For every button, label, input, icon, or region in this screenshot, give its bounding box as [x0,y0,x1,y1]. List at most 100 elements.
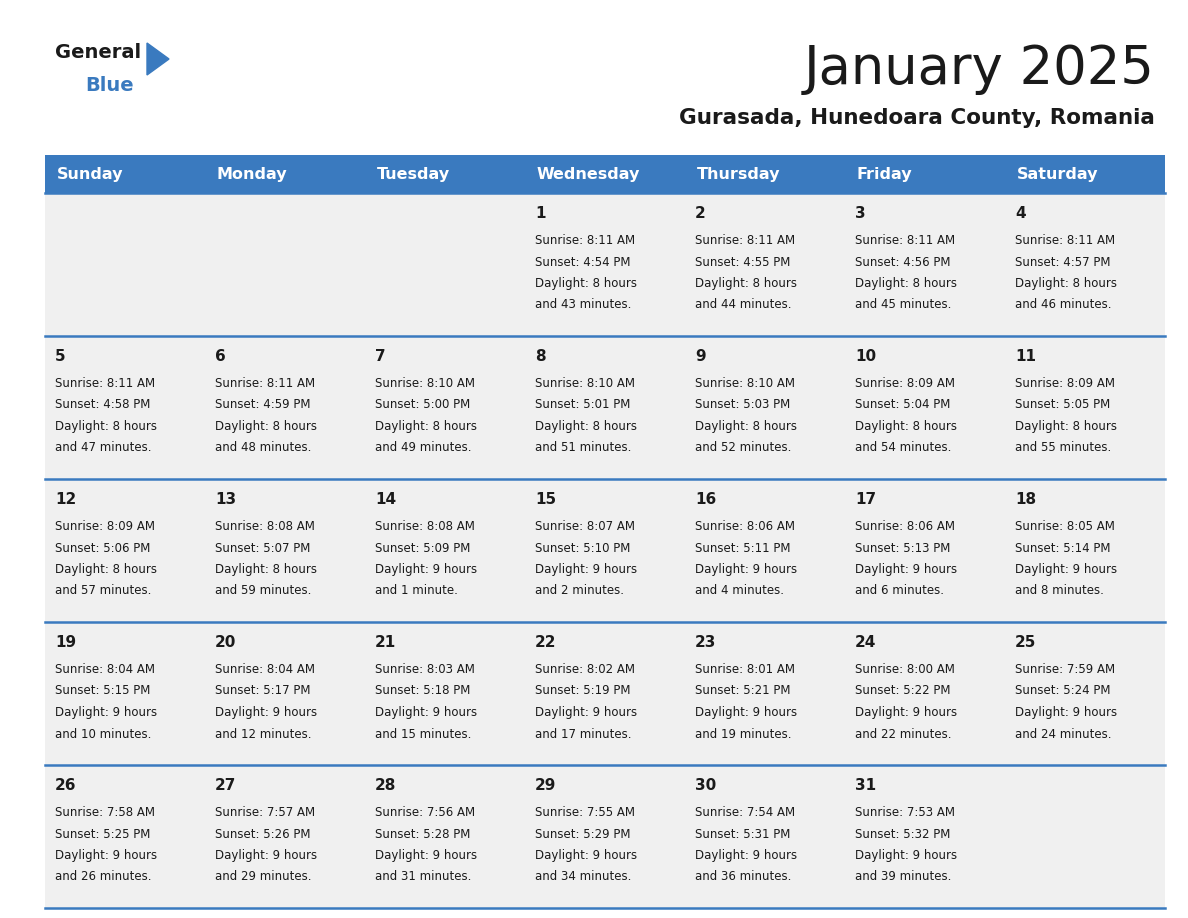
Bar [525,479,685,622]
Text: Daylight: 8 hours: Daylight: 8 hours [215,563,317,576]
Bar [525,336,685,479]
Text: 10: 10 [855,349,876,364]
Text: Sunrise: 8:06 AM: Sunrise: 8:06 AM [855,520,955,533]
Text: Daylight: 9 hours: Daylight: 9 hours [215,849,317,862]
Text: and 19 minutes.: and 19 minutes. [695,727,791,741]
Text: 6: 6 [215,349,226,364]
Text: Sunrise: 8:11 AM: Sunrise: 8:11 AM [855,234,955,247]
Text: Sunset: 4:55 PM: Sunset: 4:55 PM [695,255,790,268]
Bar [45,479,206,622]
Text: and 54 minutes.: and 54 minutes. [855,442,952,454]
Text: Sunset: 5:15 PM: Sunset: 5:15 PM [55,685,151,698]
Text: Sunrise: 8:08 AM: Sunrise: 8:08 AM [215,520,315,533]
Text: Blue: Blue [86,76,133,95]
Text: and 29 minutes.: and 29 minutes. [215,870,311,883]
Text: and 10 minutes.: and 10 minutes. [55,727,151,741]
Text: and 2 minutes.: and 2 minutes. [535,585,624,598]
Text: 18: 18 [1015,492,1036,507]
Text: and 57 minutes.: and 57 minutes. [55,585,151,598]
Text: Daylight: 9 hours: Daylight: 9 hours [855,706,958,719]
Bar [45,336,206,479]
Bar [1005,193,1165,336]
Bar [206,336,365,479]
Text: 11: 11 [1015,349,1036,364]
Text: Sunrise: 7:57 AM: Sunrise: 7:57 AM [215,806,315,819]
Text: and 6 minutes.: and 6 minutes. [855,585,944,598]
Text: 13: 13 [215,492,236,507]
Text: Sunset: 4:59 PM: Sunset: 4:59 PM [215,398,310,411]
Bar [525,765,685,908]
Text: 8: 8 [535,349,545,364]
Text: Sunset: 5:13 PM: Sunset: 5:13 PM [855,542,950,554]
Text: Daylight: 9 hours: Daylight: 9 hours [695,706,797,719]
Bar [45,622,206,765]
Text: Sunset: 5:19 PM: Sunset: 5:19 PM [535,685,631,698]
Bar [45,193,206,336]
Text: and 34 minutes.: and 34 minutes. [535,870,631,883]
Text: Sunset: 5:29 PM: Sunset: 5:29 PM [535,827,631,841]
Bar [685,336,845,479]
Bar [365,336,525,479]
Text: 27: 27 [215,778,236,793]
Text: Sunset: 5:22 PM: Sunset: 5:22 PM [855,685,950,698]
Text: Sunset: 5:21 PM: Sunset: 5:21 PM [695,685,790,698]
Text: 5: 5 [55,349,65,364]
Text: Sunset: 5:14 PM: Sunset: 5:14 PM [1015,542,1111,554]
Bar [206,765,365,908]
Text: Daylight: 8 hours: Daylight: 8 hours [215,420,317,433]
Text: 14: 14 [375,492,396,507]
Bar [845,622,1005,765]
Text: Daylight: 8 hours: Daylight: 8 hours [375,420,478,433]
Text: 22: 22 [535,635,556,650]
Text: and 44 minutes.: and 44 minutes. [695,298,791,311]
Text: and 1 minute.: and 1 minute. [375,585,457,598]
Text: General: General [55,43,141,62]
Text: and 45 minutes.: and 45 minutes. [855,298,952,311]
Text: 9: 9 [695,349,706,364]
Text: Sunrise: 7:58 AM: Sunrise: 7:58 AM [55,806,154,819]
Text: and 15 minutes.: and 15 minutes. [375,727,472,741]
Text: Sunrise: 7:59 AM: Sunrise: 7:59 AM [1015,663,1116,676]
Bar [845,193,1005,336]
Text: and 46 minutes.: and 46 minutes. [1015,298,1112,311]
Text: Sunset: 4:58 PM: Sunset: 4:58 PM [55,398,151,411]
Text: Sunday: Sunday [57,166,124,182]
Text: Daylight: 8 hours: Daylight: 8 hours [695,277,797,290]
Text: 15: 15 [535,492,556,507]
Text: Daylight: 9 hours: Daylight: 9 hours [695,849,797,862]
Text: Sunset: 4:54 PM: Sunset: 4:54 PM [535,255,631,268]
Bar [365,765,525,908]
Bar [685,479,845,622]
Text: and 39 minutes.: and 39 minutes. [855,870,952,883]
Text: Sunset: 5:10 PM: Sunset: 5:10 PM [535,542,631,554]
Text: Wednesday: Wednesday [537,166,640,182]
Text: Sunset: 5:04 PM: Sunset: 5:04 PM [855,398,950,411]
Bar [45,155,1165,193]
Text: Sunrise: 8:10 AM: Sunrise: 8:10 AM [375,377,475,390]
Text: Daylight: 8 hours: Daylight: 8 hours [1015,420,1117,433]
Text: Sunrise: 8:11 AM: Sunrise: 8:11 AM [1015,234,1116,247]
Text: Sunset: 5:09 PM: Sunset: 5:09 PM [375,542,470,554]
Text: and 17 minutes.: and 17 minutes. [535,727,632,741]
Text: Sunset: 5:00 PM: Sunset: 5:00 PM [375,398,470,411]
Bar [685,193,845,336]
Text: Sunset: 5:11 PM: Sunset: 5:11 PM [695,542,790,554]
Text: Sunrise: 8:04 AM: Sunrise: 8:04 AM [55,663,154,676]
Text: Sunrise: 8:09 AM: Sunrise: 8:09 AM [855,377,955,390]
Text: 12: 12 [55,492,76,507]
Text: 31: 31 [855,778,876,793]
Bar [525,193,685,336]
Text: Sunset: 5:07 PM: Sunset: 5:07 PM [215,542,310,554]
Text: 26: 26 [55,778,76,793]
Text: Daylight: 8 hours: Daylight: 8 hours [1015,277,1117,290]
Bar [365,622,525,765]
Text: 30: 30 [695,778,716,793]
Text: Sunrise: 8:10 AM: Sunrise: 8:10 AM [695,377,795,390]
Text: Sunrise: 8:09 AM: Sunrise: 8:09 AM [1015,377,1116,390]
Text: 25: 25 [1015,635,1036,650]
Text: Sunrise: 7:53 AM: Sunrise: 7:53 AM [855,806,955,819]
Bar [685,622,845,765]
Text: and 59 minutes.: and 59 minutes. [215,585,311,598]
Bar [1005,622,1165,765]
Text: and 47 minutes.: and 47 minutes. [55,442,152,454]
